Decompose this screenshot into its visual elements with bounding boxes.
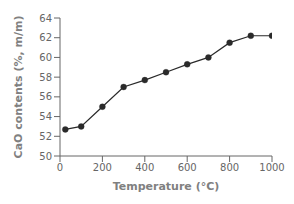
svg-text:Temperature (°C): Temperature (°C) [113, 180, 220, 193]
svg-text:60: 60 [39, 52, 52, 63]
svg-text:62: 62 [39, 32, 52, 43]
svg-text:600: 600 [178, 162, 197, 173]
svg-text:800: 800 [220, 162, 239, 173]
svg-text:200: 200 [93, 162, 112, 173]
svg-text:50: 50 [39, 151, 52, 162]
svg-text:0: 0 [57, 162, 63, 173]
svg-text:58: 58 [39, 72, 52, 83]
svg-text:CaO contents (%, m/m): CaO contents (%, m/m) [12, 16, 25, 159]
svg-text:1000: 1000 [259, 162, 284, 173]
svg-text:64: 64 [39, 13, 52, 24]
svg-text:52: 52 [39, 131, 52, 142]
svg-text:400: 400 [135, 162, 154, 173]
svg-text:56: 56 [39, 91, 52, 102]
svg-text:54: 54 [39, 111, 52, 122]
